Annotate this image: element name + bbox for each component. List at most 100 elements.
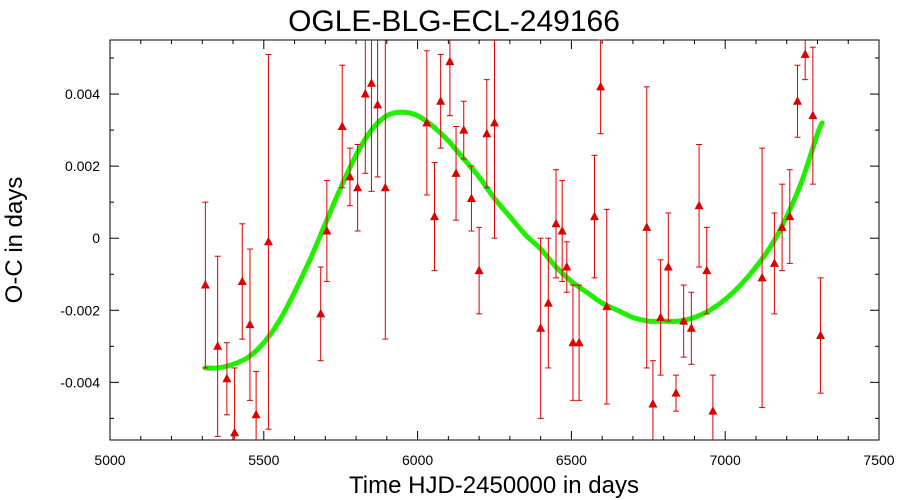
data-point [543, 237, 553, 369]
data-point [251, 371, 261, 440]
x-tick-label: 5500 [248, 452, 279, 468]
data-point [557, 180, 567, 282]
triangle-marker [482, 128, 492, 138]
triangle-marker [792, 96, 802, 105]
data-point [436, 53, 446, 149]
data-point [769, 212, 779, 315]
data-point [708, 374, 718, 440]
data-point [596, 39, 606, 135]
triangle-marker [557, 225, 567, 235]
triangle-marker [777, 222, 787, 231]
triangle-marker [800, 49, 810, 58]
data-point [474, 226, 484, 315]
triangle-marker [602, 301, 612, 311]
y-axis-label: O-C in days [1, 177, 28, 304]
triangle-marker [596, 81, 606, 91]
data-point [574, 284, 584, 401]
triangle-marker [568, 337, 578, 347]
data-point [353, 144, 363, 232]
triangle-marker [536, 323, 546, 332]
data-point [430, 162, 440, 272]
data-point [263, 53, 273, 430]
x-axis-label: Time HJD-2450000 in days [349, 472, 639, 499]
triangle-marker [430, 211, 440, 221]
data-point [536, 237, 546, 419]
triangle-marker [466, 193, 476, 203]
triangle-marker [474, 265, 484, 275]
data-point [785, 169, 795, 264]
data-point [230, 367, 240, 440]
data-point [663, 212, 673, 322]
triangle-marker [679, 316, 689, 325]
data-point [800, 40, 810, 81]
triangle-marker [436, 96, 446, 105]
triangle-marker [490, 117, 499, 127]
y-tick-label: 0.002 [65, 158, 100, 174]
x-tick-label: 6500 [556, 452, 587, 468]
data-point [213, 255, 223, 437]
data-point [373, 40, 383, 178]
triangle-marker [694, 200, 704, 210]
data-point [777, 183, 787, 272]
triangle-marker [663, 262, 673, 271]
triangle-marker [589, 211, 599, 221]
x-tick-label: 7500 [863, 452, 894, 468]
x-tick-label: 7000 [710, 452, 741, 468]
data-point [380, 40, 390, 340]
triangle-marker [574, 337, 584, 347]
data-point [589, 154, 599, 279]
data-point [422, 50, 432, 196]
triangle-marker [245, 319, 255, 329]
data-point [200, 201, 210, 369]
triangle-marker [642, 222, 652, 231]
triangle-marker [360, 89, 370, 98]
data-point [602, 208, 612, 405]
triangle-marker [322, 225, 332, 235]
x-tick-label: 5000 [94, 452, 125, 468]
data-point [656, 259, 666, 376]
triangle-marker [373, 99, 383, 109]
triangle-marker [808, 110, 818, 120]
data-point [322, 180, 332, 282]
y-tick-label: 0 [92, 230, 100, 246]
triangle-marker [213, 341, 223, 350]
triangle-marker [316, 308, 326, 318]
data-point [551, 169, 561, 279]
data-point [562, 241, 572, 293]
triangle-marker [816, 330, 826, 339]
triangle-marker [451, 168, 461, 177]
data-point [459, 100, 469, 160]
triangle-marker [353, 182, 363, 192]
data-point [679, 284, 689, 358]
triangle-marker [656, 312, 666, 321]
data-point [792, 64, 802, 138]
triangle-marker [200, 280, 210, 289]
triangle-marker [648, 398, 658, 408]
triangle-marker [251, 409, 261, 419]
triangle-marker [230, 427, 240, 437]
data-point [445, 40, 455, 117]
triangle-marker [769, 258, 779, 267]
triangle-marker [422, 117, 432, 127]
data-point [482, 79, 492, 189]
triangle-marker [757, 272, 767, 282]
fit-curve [202, 109, 825, 371]
data-point [686, 291, 696, 365]
triangle-marker [222, 373, 232, 383]
data-point [694, 144, 704, 268]
triangle-marker [237, 276, 247, 285]
data-point [337, 64, 347, 189]
y-tick-label: -0.002 [60, 302, 100, 318]
data-point [222, 342, 232, 416]
data-point [345, 147, 355, 207]
data-point [466, 165, 476, 232]
triangle-marker [562, 262, 572, 271]
data-point [451, 125, 461, 221]
triangle-marker [459, 125, 469, 134]
data-point [245, 248, 255, 401]
triangle-marker [543, 298, 553, 307]
chart-title: OGLE-BLG-ECL-249166 [288, 5, 620, 38]
triangle-marker [345, 171, 355, 181]
data-point [671, 374, 681, 412]
